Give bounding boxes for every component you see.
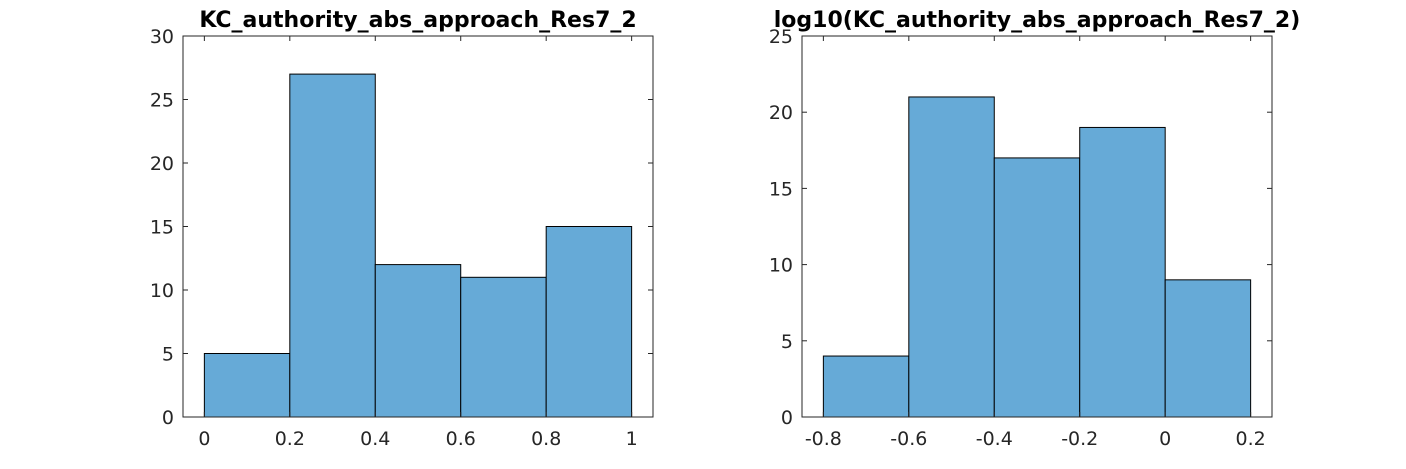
y-tick-label: 0 [781,407,793,429]
histogram-bar [203,353,291,418]
x-tick-label: 0.6 [446,428,476,450]
y-tick-label: 15 [150,217,174,239]
histogram-bar [1079,126,1166,418]
histogram-bar [1164,279,1252,418]
x-tick-label: 0.2 [1236,428,1266,450]
chart-title: log10(KC_authority_abs_approach_Res7_2) [774,8,1301,33]
histogram-bar [289,73,376,418]
histogram-bar [545,226,633,418]
x-tick-label: -0.6 [890,428,927,450]
x-tick-label: 0.8 [531,428,561,450]
x-tick-label: 1 [626,428,638,450]
y-tick-label: 5 [781,331,793,353]
y-tick-label: 5 [162,344,174,366]
y-tick-label: 25 [150,90,174,112]
x-tick-label: 0.2 [275,428,305,450]
chart-title: KC_authority_abs_approach_Res7_2 [199,8,636,33]
x-tick-label: -0.4 [976,428,1013,450]
histogram-bar [374,264,462,418]
axes-box [801,35,1273,418]
y-tick-label: 15 [769,178,793,200]
x-tick-label: 0 [198,428,210,450]
y-tick-label: 10 [769,255,793,277]
y-tick-label: 30 [150,26,174,48]
histogram-bar [460,276,547,418]
histogram-panel-right: -0.8 -0.6 -0.4 -0.2 0 0.2 0 5 10 15 20 25log10(KC_a… [769,8,1300,450]
x-tick-label: 0.4 [360,428,390,450]
y-tick-label: 20 [769,102,793,124]
histogram-bar [908,96,995,418]
histogram-bar [822,355,910,418]
x-tick-label: -0.8 [805,428,842,450]
x-tick-label: -0.2 [1061,428,1098,450]
y-tick-label: 10 [150,280,174,302]
y-tick-label: 0 [162,407,174,429]
x-tick-label: 0 [1159,428,1171,450]
histogram-bar [993,157,1081,418]
y-tick-label: 20 [150,153,174,175]
y-tick-label: 25 [769,26,793,48]
histogram-panel-left: 0 0.2 0.4 0.6 0.8 1051015202530KC_authority_a… [150,8,654,450]
